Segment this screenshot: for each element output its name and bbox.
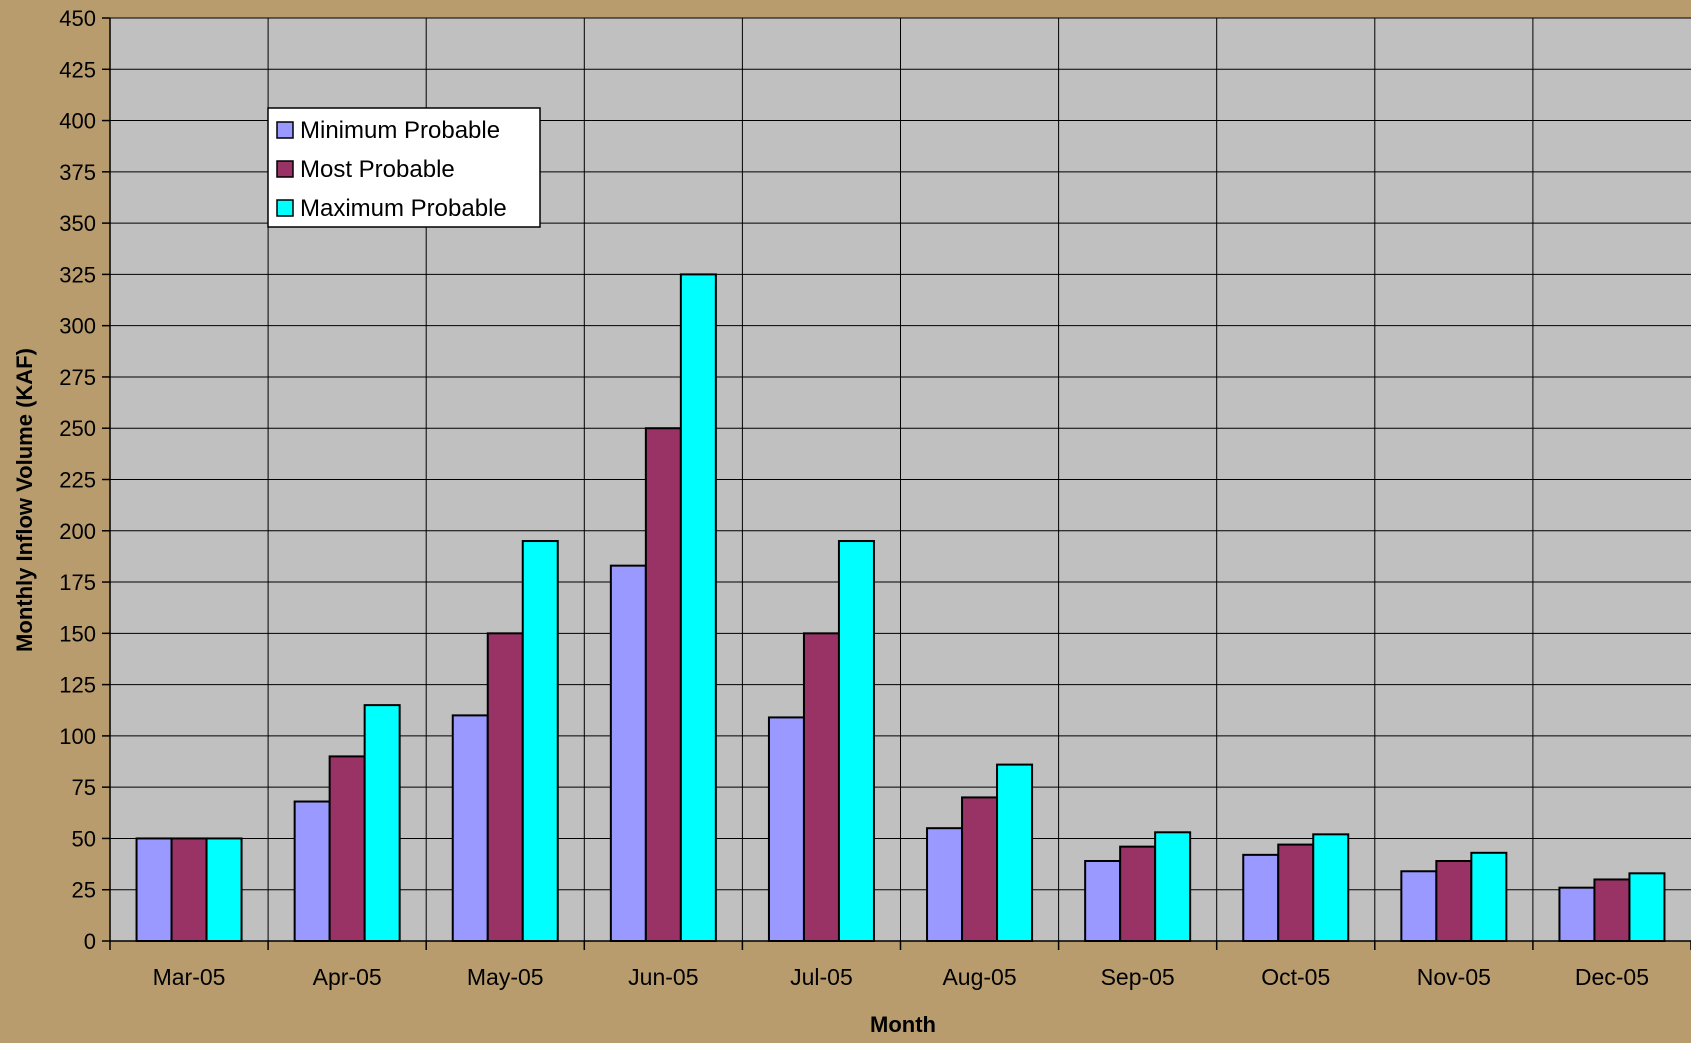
y-tick-label: 50 [72, 826, 96, 851]
y-tick-label: 325 [59, 262, 96, 287]
bar-most-probable-dec-05 [1593, 878, 1631, 943]
y-tick-label: 100 [59, 724, 96, 749]
y-tick-label: 175 [59, 570, 96, 595]
y-tick-label: 0 [84, 929, 96, 954]
bar-minimum-probable-jul-05 [767, 716, 805, 942]
y-tick-labels: 0 25 50 75 100 125 150 175 200 225 250 275 300 325 350… [59, 6, 96, 954]
x-tick-label: Dec-05 [1575, 964, 1649, 990]
y-tick-label: 350 [59, 211, 96, 236]
y-tick-label: 275 [59, 365, 96, 390]
axes [102, 17, 1691, 950]
legend-swatch [276, 160, 294, 178]
legend-swatch [276, 199, 294, 217]
bar-maximum-probable-aug-05 [996, 763, 1034, 942]
bar-most-probable-aug-05 [961, 796, 999, 943]
bar-most-probable-sep-05 [1119, 845, 1157, 942]
x-tick-label: Oct-05 [1261, 964, 1330, 990]
bar-maximum-probable-nov-05 [1470, 851, 1508, 943]
y-tick-label: 25 [72, 878, 96, 903]
legend-label: Minimum Probable [300, 117, 500, 144]
x-axis-title: Month [870, 1012, 936, 1037]
bar-most-probable-oct-05 [1277, 843, 1315, 942]
bar-most-probable-jul-05 [802, 632, 840, 942]
x-tick-label: Jul-05 [790, 964, 853, 990]
y-tick-label: 300 [59, 314, 96, 339]
bar-maximum-probable-oct-05 [1312, 833, 1350, 942]
y-tick-label: 200 [59, 519, 96, 544]
bar-minimum-probable-apr-05 [293, 800, 331, 942]
bar-maximum-probable-apr-05 [363, 704, 401, 942]
bar-most-probable-apr-05 [328, 755, 366, 943]
x-tick-label: Mar-05 [153, 964, 226, 990]
bar-minimum-probable-may-05 [451, 714, 489, 943]
x-tick-label: Nov-05 [1417, 964, 1491, 990]
bar-most-probable-nov-05 [1435, 860, 1473, 942]
bar-minimum-probable-dec-05 [1558, 886, 1596, 942]
y-tick-label: 150 [59, 621, 96, 646]
bar-minimum-probable-nov-05 [1400, 870, 1438, 942]
x-tick-labels: Mar-05 Apr-05 May-05 Jun-05 Jul-05 Aug-05 Sep-… [153, 964, 1649, 990]
y-tick-label: 450 [59, 6, 96, 31]
x-tick-label: Jun-05 [628, 964, 698, 990]
bar-maximum-probable-mar-05 [205, 837, 243, 943]
bar-maximum-probable-jul-05 [837, 540, 875, 942]
legend-box [267, 107, 541, 228]
x-tick-label: Apr-05 [313, 964, 382, 990]
bars-group [135, 273, 1666, 943]
legend-label: Most Probable [300, 156, 455, 183]
y-tick-label: 425 [59, 57, 96, 82]
y-tick-label: 125 [59, 673, 96, 698]
legend: Minimum Probable Most Probable Maximum Pro… [267, 107, 541, 228]
x-tick-label: May-05 [467, 964, 544, 990]
bar-most-probable-jun-05 [644, 427, 682, 942]
x-tick-label: Sep-05 [1101, 964, 1175, 990]
bar-maximum-probable-may-05 [521, 540, 559, 942]
y-tick-label: 375 [59, 160, 96, 185]
bar-minimum-probable-aug-05 [926, 827, 964, 943]
bar-maximum-probable-sep-05 [1154, 831, 1192, 943]
y-tick-label: 400 [59, 109, 96, 134]
y-axis-title: Monthly Inflow Volume (KAF) [12, 348, 37, 652]
bar-most-probable-mar-05 [170, 837, 208, 943]
bar-maximum-probable-jun-05 [679, 273, 717, 942]
legend-label: Maximum Probable [300, 195, 507, 222]
legend-swatch [276, 121, 294, 139]
x-tick-label: Aug-05 [942, 964, 1016, 990]
y-tick-label: 225 [59, 468, 96, 493]
y-tick-label: 75 [72, 775, 96, 800]
bar-minimum-probable-sep-05 [1084, 860, 1122, 942]
bar-most-probable-may-05 [486, 632, 524, 942]
bar-minimum-probable-mar-05 [135, 837, 173, 943]
bar-maximum-probable-dec-05 [1628, 872, 1666, 943]
bar-minimum-probable-oct-05 [1242, 853, 1280, 942]
bar-minimum-probable-jun-05 [609, 564, 647, 942]
y-tick-label: 250 [59, 416, 96, 441]
